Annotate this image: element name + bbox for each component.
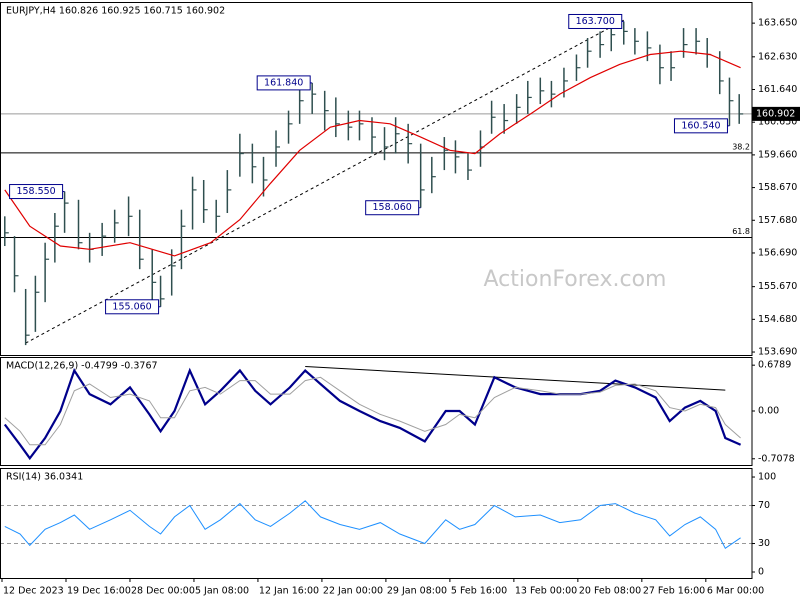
y-tick-label: 30: [758, 538, 770, 549]
annotation-label: 158.060: [373, 202, 412, 213]
panel-frame: [0, 2, 753, 356]
fib-label: 61.8: [732, 227, 750, 236]
indicator-line: [4, 500, 741, 550]
panel-title: RSI(14) 36.0341: [6, 472, 83, 483]
x-tick-label: 5 Feb 16:00: [451, 586, 507, 597]
annotation-label: 160.540: [681, 120, 720, 131]
y-tick-label: 157.680: [758, 215, 797, 226]
panel-title: MACD(12,26,9) -0.4799 -0.3767: [6, 361, 158, 372]
y-tick-label: 160.650: [758, 117, 797, 128]
trendline: [305, 365, 726, 391]
y-tick-label: 154.680: [758, 314, 797, 325]
y-tick-label: 161.640: [758, 84, 797, 95]
y-tick-label: 158.670: [758, 182, 797, 193]
last-price-label: 160.902: [756, 108, 795, 119]
y-tick-label: 163.650: [758, 18, 797, 29]
y-tick-label: 155.670: [758, 281, 797, 292]
panel-frame: [0, 357, 753, 466]
x-tick-label: 20 Feb 08:00: [579, 586, 641, 597]
x-tick-label: 13 Feb 00:00: [515, 586, 577, 597]
panel-frame: [0, 468, 753, 579]
indicator-line: [3, 367, 742, 461]
y-tick-label: 0: [758, 567, 764, 578]
x-tick-label: 28 Dec 00:00: [131, 586, 195, 597]
y-tick-label: 162.630: [758, 51, 797, 62]
x-tick-label: 27 Feb 16:00: [643, 586, 705, 597]
y-tick-label: 0.6789: [758, 360, 791, 371]
panel-title: EURJPY,H4 160.826 160.925 160.715 160.90…: [6, 6, 225, 17]
annotation-label: 158.550: [16, 186, 55, 197]
y-tick-label: 70: [758, 500, 770, 511]
moving-average: [4, 50, 741, 257]
trendline: [25, 19, 624, 344]
annotation-label: 163.700: [576, 16, 615, 27]
x-tick-label: 12 Dec 2023: [3, 586, 64, 597]
y-tick-label: 156.690: [758, 247, 797, 258]
y-tick-label: 153.690: [758, 347, 797, 358]
x-tick-label: 29 Jan 08:00: [387, 586, 447, 597]
y-tick-label: -0.7078: [758, 453, 795, 464]
x-tick-label: 19 Dec 16:00: [67, 586, 131, 597]
y-tick-label: 100: [758, 472, 776, 483]
x-tick-label: 6 Mar 00:00: [707, 586, 764, 597]
annotation-label: 161.840: [264, 77, 303, 88]
x-tick-label: 22 Jan 00:00: [323, 586, 383, 597]
last-price-box: [752, 106, 800, 121]
indicator-line: [4, 376, 741, 446]
annotation-label: 155.060: [112, 301, 151, 312]
fib-label: 38.2: [732, 142, 750, 151]
watermark: ActionForex.com: [484, 267, 667, 292]
x-tick-label: 12 Jan 16:00: [259, 586, 319, 597]
y-tick-label: 159.660: [758, 149, 797, 160]
x-tick-label: 5 Jan 08:00: [195, 586, 249, 597]
y-tick-label: 0.00: [758, 406, 779, 417]
